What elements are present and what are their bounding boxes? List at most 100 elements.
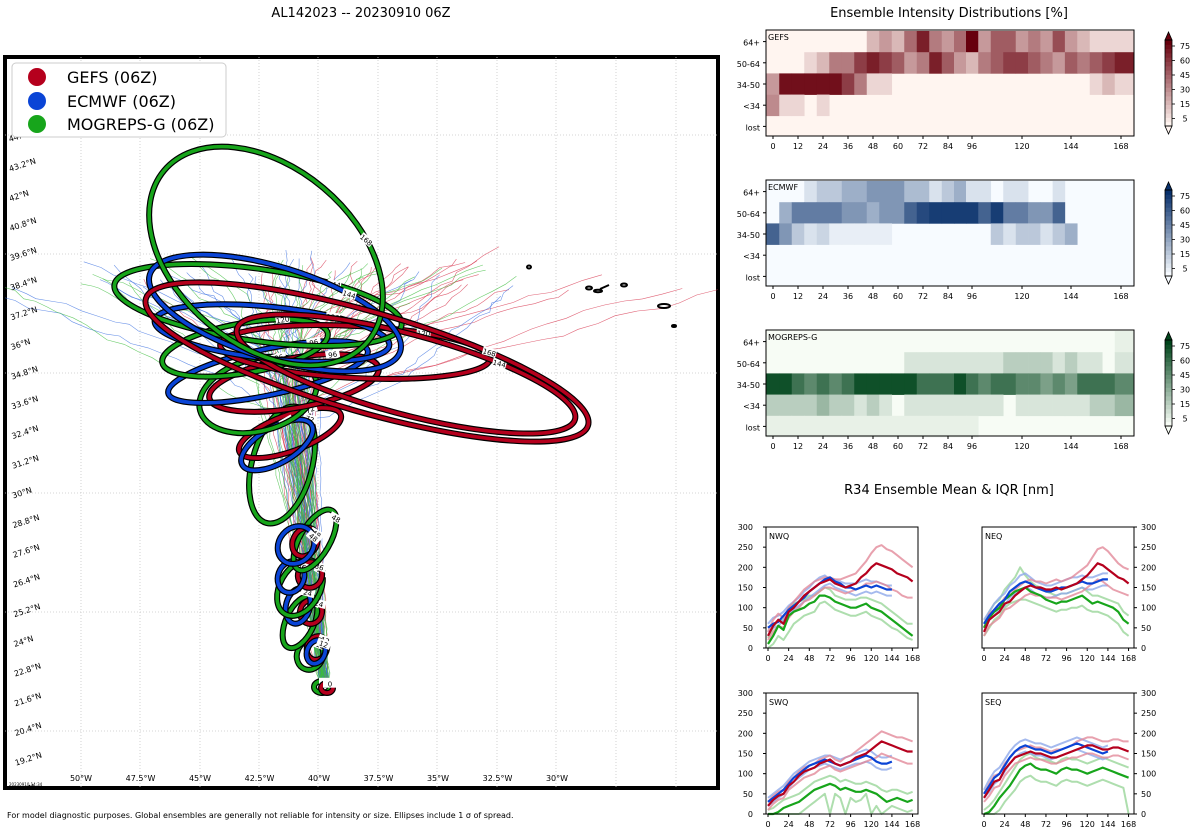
heatmap-cell	[954, 352, 967, 374]
heatmap-cell	[804, 394, 818, 417]
heatmap-cell	[954, 31, 967, 53]
heatmap-cell	[779, 373, 793, 395]
heatmap-cell	[904, 415, 918, 438]
colorbar-step	[1165, 404, 1172, 410]
heatmap-row-label: lost	[746, 123, 760, 132]
heatmap-cell	[941, 31, 955, 53]
r34-series-line	[984, 774, 1130, 815]
colorbar-step	[1165, 113, 1172, 118]
ellipse-hour-label: 48	[330, 513, 342, 524]
heatmap-cell	[816, 373, 830, 395]
colorbar-step	[1165, 91, 1172, 97]
ellipse-label-bg	[324, 349, 341, 360]
heatmap-cell	[866, 202, 880, 224]
heatmap-cell	[1028, 31, 1041, 53]
colorbar-step	[1165, 365, 1172, 371]
heatmap-cell	[1040, 352, 1053, 374]
heatmap-cell	[816, 181, 830, 203]
heatmap-model-label: MOGREPS-G	[768, 333, 817, 342]
heatmap-x-tick-label: 0	[770, 292, 775, 301]
heatmap-cell	[1015, 202, 1029, 224]
heatmap-cell	[929, 52, 943, 74]
heatmap-cell	[816, 73, 830, 95]
island-shape	[620, 282, 628, 288]
longitude-label: 45°W	[189, 774, 211, 783]
heatmap-cell	[1003, 223, 1017, 245]
heatmap-cell	[791, 94, 805, 117]
heatmap-cell	[1064, 52, 1078, 74]
r34-y-tick-label: 300	[738, 689, 753, 698]
heatmap-cell	[829, 415, 843, 438]
heatmap-cell	[1028, 52, 1041, 74]
r34-panel-neq: NEQ 0 24 48 72 96 120 144 168 0 50 100 150 200 250 300	[981, 523, 1156, 663]
heatmap-cell	[891, 31, 905, 53]
longitude-labels: 50°W 47.5°W 45°W 42.5°W 40°W 37.5°W 35°W 32.5°W…	[70, 774, 568, 783]
r34-series-line	[767, 594, 914, 645]
heatmap-cell	[1052, 223, 1066, 245]
heatmap-cell	[904, 394, 918, 417]
colorbar-extend-top	[1164, 181, 1173, 191]
r34-y-tick-label: 0	[1141, 810, 1146, 819]
r34-series-line	[767, 576, 892, 629]
r34-x-tick-label: 0	[981, 654, 986, 663]
heatmap-cell	[1040, 394, 1053, 417]
r34-x-tick-label: 24	[784, 654, 794, 663]
colorbar-step	[1165, 95, 1172, 101]
r34-plot-area	[766, 693, 918, 814]
r34-series-line	[983, 752, 1129, 803]
heatmap-cell	[966, 352, 979, 374]
heatmap-cell	[1040, 52, 1053, 74]
r34-quadrant-label: NEQ	[985, 532, 1002, 541]
heatmap-cell	[1052, 394, 1066, 417]
r34-y-tick-label: 250	[1141, 543, 1156, 552]
ellipse-fill	[147, 144, 385, 368]
heatmap-cell	[1102, 394, 1116, 417]
intensity-distribution-panels: GEFS 64+ 50-64 34-50 <34 lost 0 12 24 36 48 60 72 84 9…	[737, 29, 1190, 451]
heatmap-cell	[879, 52, 893, 74]
r34-x-tick-label: 0	[765, 820, 770, 829]
heatmap-cell	[1064, 31, 1078, 53]
heatmap-cell	[1015, 52, 1029, 74]
heatmap-cell	[879, 394, 893, 417]
colorbar-step	[1165, 245, 1172, 251]
heatmap-cell	[866, 52, 880, 74]
heatmap-cell	[1052, 202, 1066, 224]
heatmap-cell	[829, 373, 843, 395]
colorbar-step	[1165, 417, 1172, 423]
heatmap-cell	[1089, 31, 1103, 53]
heatmap-x-tick-label: 36	[843, 142, 853, 151]
heatmap-x-tick-label: 24	[818, 292, 828, 301]
heatmap-cell	[854, 223, 868, 245]
heatmap-cell	[990, 352, 1004, 374]
heatmap-cell	[978, 52, 992, 74]
ellipse-hour-label: 36	[296, 562, 308, 573]
heatmap-cell	[879, 223, 893, 245]
longitude-label: 35°W	[427, 774, 449, 783]
heatmap-cell	[941, 352, 955, 374]
heatmap-cell	[990, 223, 1004, 245]
heatmap-cell	[1077, 394, 1091, 417]
colorbar-step	[1165, 194, 1172, 200]
heatmap-cell	[891, 52, 905, 74]
colorbar-step	[1165, 263, 1172, 268]
heatmap-cell	[941, 181, 955, 203]
heatmap-cell	[854, 181, 868, 203]
heatmap-cell	[766, 73, 780, 95]
heatmap-cell	[1015, 394, 1029, 417]
heatmap-cell	[966, 373, 979, 395]
heatmap-cell	[866, 181, 880, 203]
heatmap-cell	[1064, 223, 1078, 245]
r34-series-line	[983, 578, 1129, 637]
colorbar-step	[1165, 271, 1172, 277]
longitude-label: 42.5°W	[245, 774, 275, 783]
r34-x-tick-label: 24	[1000, 654, 1010, 663]
heatmap-cell	[779, 223, 793, 245]
colorbar-step	[1165, 344, 1172, 350]
r34-x-tick-label: 96	[1062, 820, 1072, 829]
r34-x-tick-label: 120	[1080, 654, 1095, 663]
heatmap-cell	[929, 202, 943, 224]
heatmap-cell	[879, 31, 893, 53]
heatmap-cell	[904, 373, 918, 395]
heatmap-cell	[966, 181, 979, 203]
